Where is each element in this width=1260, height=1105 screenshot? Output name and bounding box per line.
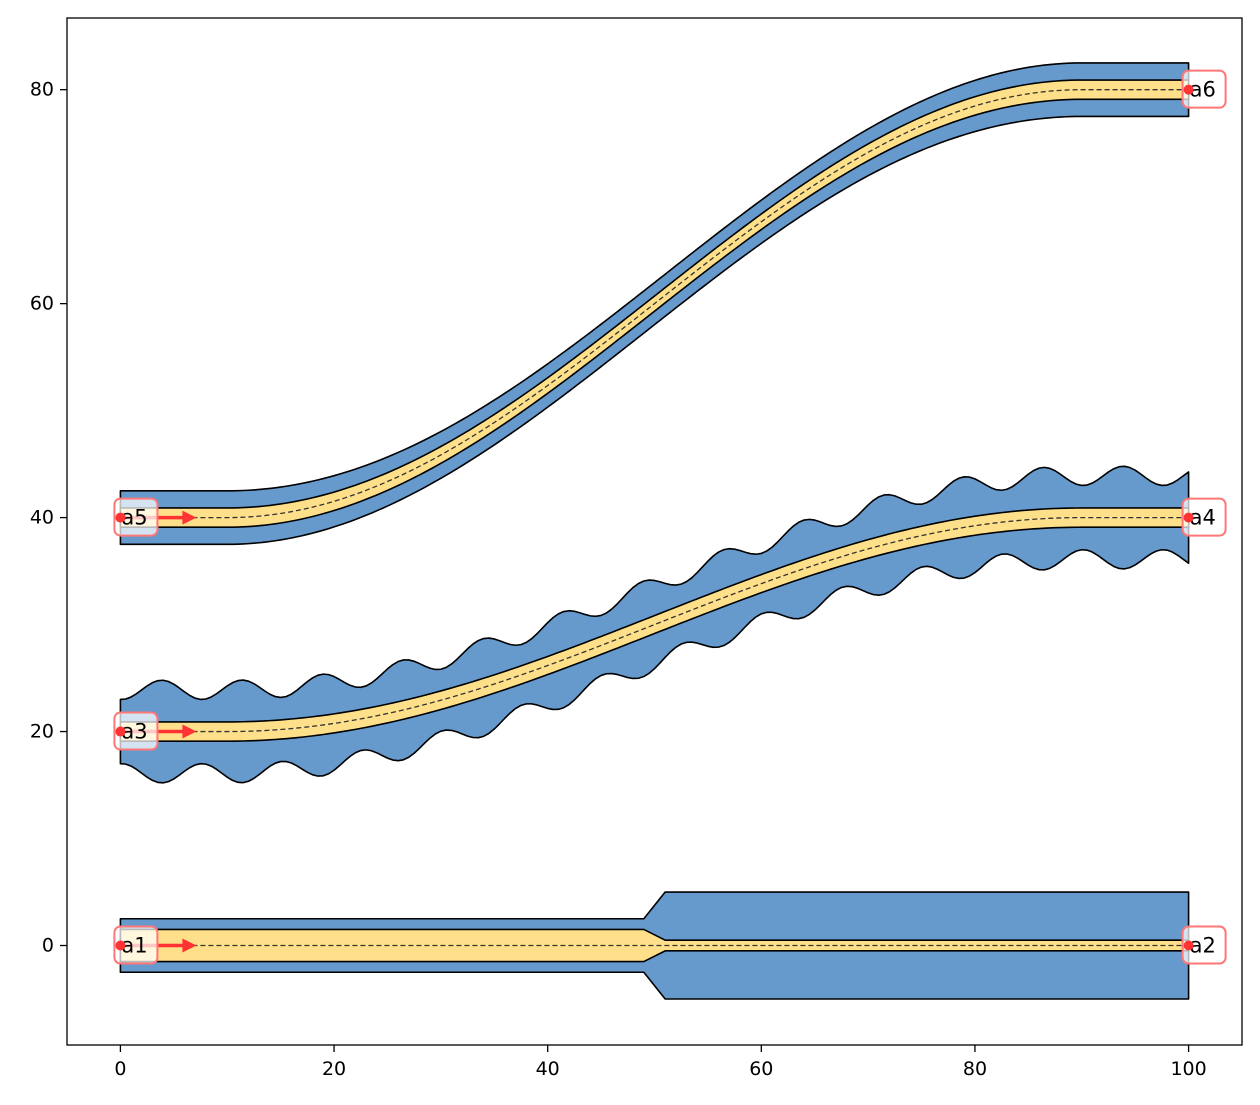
x-tick-label: 20	[322, 1058, 346, 1080]
x-tick-label: 60	[749, 1058, 773, 1080]
x-axis: 0 20 40 60 80 100	[114, 1045, 1207, 1080]
y-tick-label: 60	[30, 293, 54, 315]
x-tick-label: 40	[536, 1058, 560, 1080]
y-tick-label: 20	[30, 721, 54, 743]
port-a3: a3	[113, 711, 197, 751]
port-a4: a4	[1181, 497, 1227, 537]
port-a6: a6	[1181, 69, 1227, 109]
port-label-box-a2	[1181, 925, 1227, 965]
y-axis: 0 20 40 60 80	[30, 79, 67, 957]
port-label-a1: a1	[121, 934, 147, 958]
port-label-a5: a5	[121, 506, 147, 530]
port-label-box-a1	[113, 925, 159, 965]
port-label-box-a3	[113, 711, 159, 751]
port-label-a4: a4	[1190, 506, 1216, 530]
port-label-a6: a6	[1190, 78, 1216, 102]
port-label-box-a6	[1181, 69, 1227, 109]
x-tick-label: 0	[114, 1058, 126, 1080]
waveguide-geometry	[119, 62, 1190, 1000]
port-label-box-a4	[1181, 497, 1227, 537]
port-dot-a1	[115, 940, 126, 951]
port-dot-a3	[115, 726, 126, 737]
port-dot-a2	[1183, 940, 1194, 951]
port-arrowhead-a5	[182, 510, 197, 525]
x-tick-label: 100	[1170, 1058, 1206, 1080]
y-tick-label: 0	[42, 935, 54, 957]
port-a5: a5	[113, 497, 197, 537]
port-markers: a1 a2 a3 a4 a5 a6	[113, 69, 1227, 965]
centerline-s-bend-large	[120, 89, 1189, 519]
port-a1: a1	[113, 925, 197, 965]
port-arrowhead-a3	[182, 724, 197, 739]
port-a2: a2	[1181, 925, 1227, 965]
port-dot-a6	[1183, 84, 1194, 95]
port-arrowhead-a1	[182, 938, 197, 953]
port-label-a2: a2	[1190, 934, 1216, 958]
port-dot-a5	[115, 512, 126, 523]
port-label-box-a5	[113, 497, 159, 537]
centerline-s-bend-wavy	[120, 516, 1189, 733]
port-label-a3: a3	[121, 720, 147, 744]
x-tick-label: 80	[963, 1058, 987, 1080]
y-tick-label: 80	[30, 79, 54, 101]
plot-frame	[66, 17, 1243, 1046]
y-tick-label: 40	[30, 507, 54, 529]
port-dot-a4	[1183, 512, 1194, 523]
